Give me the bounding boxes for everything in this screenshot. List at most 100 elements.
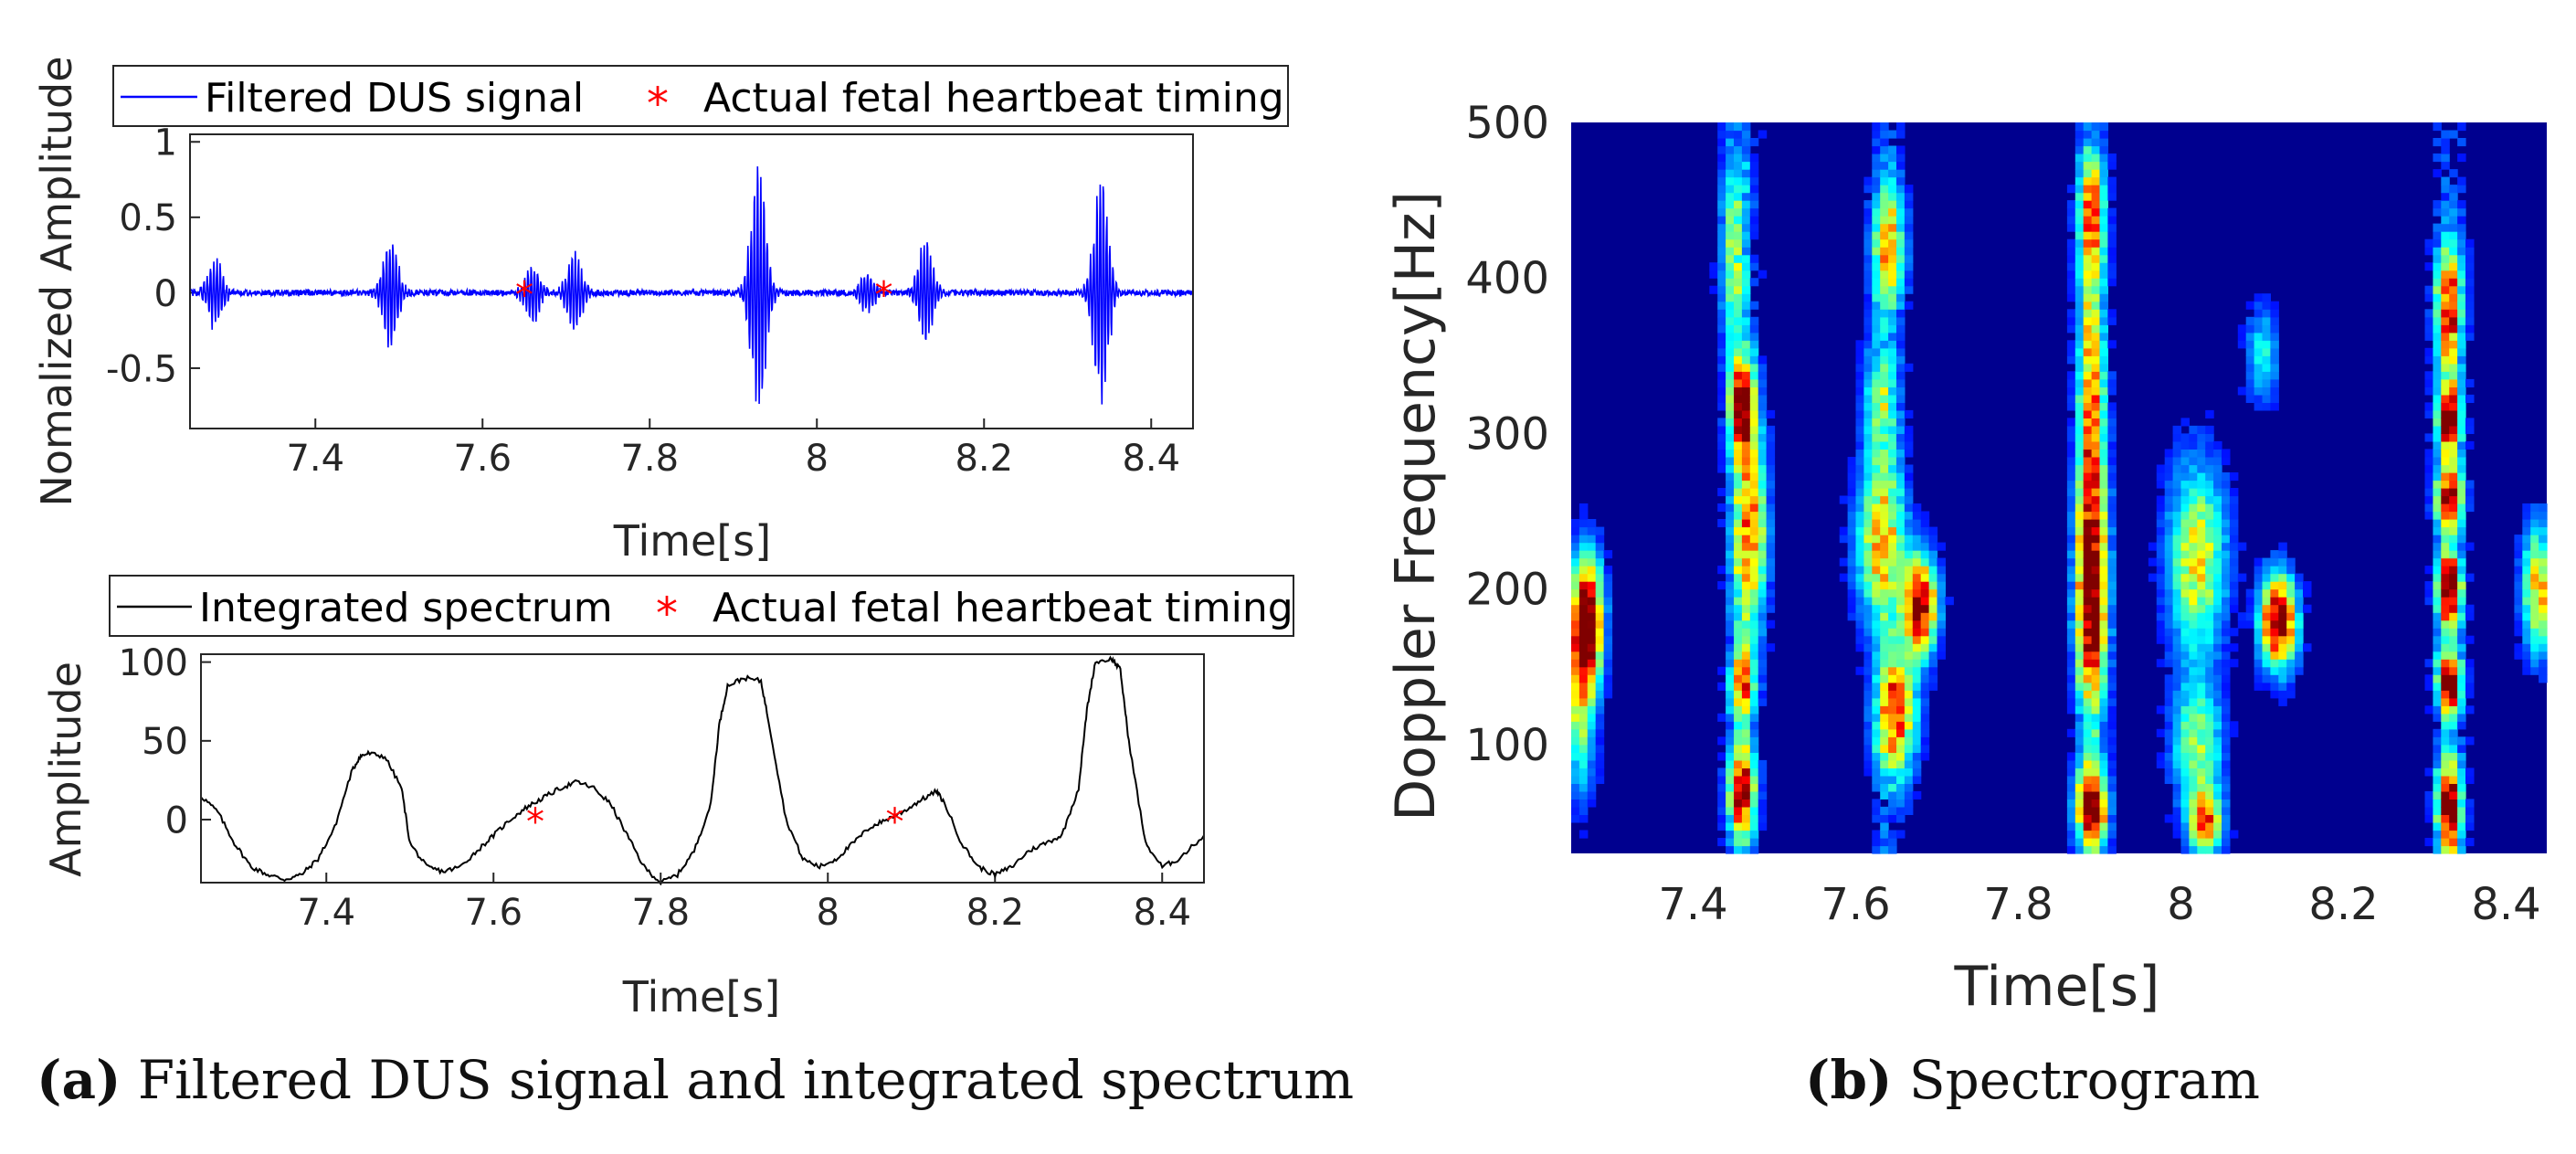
spectrogram-cell bbox=[2441, 425, 2450, 434]
spectrogram-cell bbox=[2180, 744, 2190, 753]
spectrogram-cell bbox=[1587, 666, 1597, 675]
spectrogram-cell bbox=[1880, 588, 1889, 598]
spectrogram-cell bbox=[1872, 355, 1881, 365]
spectrogram-cell bbox=[2099, 783, 2108, 792]
spectrogram-cell bbox=[1734, 736, 1743, 746]
spectrogram-cell bbox=[1734, 799, 1743, 808]
spectrogram-cell bbox=[2205, 806, 2214, 815]
spectrogram-cell bbox=[2465, 659, 2475, 668]
spectrogram-cell bbox=[2172, 682, 2182, 691]
spectrogram-cell bbox=[2180, 535, 2190, 544]
spectrogram-cell bbox=[1741, 799, 1751, 808]
spectrogram-cell bbox=[2295, 659, 2304, 668]
spectrogram-cell bbox=[1880, 542, 1889, 551]
spectrogram-cell bbox=[1571, 604, 1580, 613]
spectrogram-cell bbox=[1578, 768, 1589, 777]
spectrogram-cell bbox=[1880, 347, 1889, 356]
spectrogram-cell bbox=[1880, 216, 1889, 225]
spectrogram-cell bbox=[1766, 588, 1776, 598]
spectrum-plot-area bbox=[201, 654, 1204, 883]
spectrogram-cell bbox=[2441, 480, 2450, 489]
spectrogram-cell bbox=[1749, 557, 1759, 566]
spectrogram-cell bbox=[1896, 752, 1906, 761]
spectrogram-cell bbox=[2449, 495, 2458, 504]
spectrogram-cell bbox=[2099, 402, 2108, 411]
spectrogram-cell bbox=[2222, 838, 2231, 847]
spectrogram-cell bbox=[1896, 705, 1906, 715]
spectrogram-cell bbox=[1603, 581, 1613, 590]
spectrogram-cell bbox=[1855, 635, 1864, 644]
spectrogram-cell bbox=[1888, 705, 1897, 715]
spectrogram-cell bbox=[1880, 806, 1889, 815]
spectrogram-cell bbox=[2107, 309, 2117, 318]
spectrogram-cell bbox=[2514, 612, 2523, 621]
spectrogram-cell bbox=[1717, 713, 1726, 722]
spectrogram-cell bbox=[1888, 324, 1897, 333]
spectrogram-cell bbox=[2180, 557, 2190, 566]
spectrogram-cell bbox=[2465, 775, 2475, 784]
spectrogram-cell bbox=[2107, 247, 2117, 256]
spectrogram-cell bbox=[1717, 161, 1726, 170]
spectrogram-cell bbox=[2245, 332, 2255, 341]
dus-heartbeat-marker: * bbox=[874, 274, 892, 316]
spectrogram-cell bbox=[2424, 285, 2433, 294]
spectrogram-cell bbox=[2075, 440, 2085, 450]
spectrogram-cell bbox=[1726, 402, 1735, 411]
spectrogram-cell bbox=[1888, 347, 1897, 356]
spectrogram-cell bbox=[2180, 651, 2190, 660]
spectrogram-cell bbox=[2099, 628, 2108, 637]
spectrogram-cell bbox=[1749, 371, 1759, 380]
spectrogram-cell bbox=[2075, 324, 2085, 333]
spectrogram-cell bbox=[2197, 581, 2206, 590]
dus-legend-signal-label: Filtered DUS signal bbox=[205, 75, 584, 122]
spectrogram-cell bbox=[2083, 619, 2093, 629]
spectrogram-cell bbox=[1603, 573, 1613, 582]
spectrogram-cell bbox=[1741, 457, 1751, 466]
spectrogram-cell bbox=[2197, 790, 2206, 799]
spectrogram-cell bbox=[2091, 316, 2101, 325]
spectrogram-cell bbox=[1749, 838, 1759, 847]
spectrogram-cell bbox=[1896, 340, 1906, 349]
spectrogram-cell bbox=[2083, 340, 2093, 349]
spectrogram-cell bbox=[1749, 223, 1759, 232]
spectrogram-cell bbox=[2229, 659, 2239, 668]
spectrogram-cell bbox=[2164, 449, 2174, 458]
spectrogram-cell bbox=[1741, 176, 1751, 185]
spectrogram-cell bbox=[1904, 216, 1914, 225]
spectrogram-cell bbox=[2441, 293, 2450, 302]
spectrogram-cell bbox=[1904, 806, 1914, 815]
spectrogram-cell bbox=[2424, 597, 2433, 606]
spectrogram-cell bbox=[1749, 526, 1759, 535]
spectrogram-cell bbox=[2205, 597, 2214, 606]
spectrogram-cell bbox=[1872, 619, 1881, 629]
spectrogram-cell bbox=[2075, 247, 2085, 256]
spectrogram-cell bbox=[2099, 122, 2108, 132]
spectrogram-cell bbox=[2213, 635, 2222, 644]
spectrogram-cell bbox=[1888, 316, 1897, 325]
spectrogram-cell bbox=[1717, 736, 1726, 746]
spectrogram-cell bbox=[2205, 557, 2214, 566]
spectrogram-cell bbox=[2075, 573, 2085, 582]
spectrogram-cell bbox=[1734, 744, 1743, 753]
spectrogram-cell bbox=[1726, 705, 1735, 715]
spectrogram-cell bbox=[1595, 659, 1605, 668]
spectrogram-cell bbox=[2091, 440, 2101, 450]
spectrogram-cell bbox=[2189, 588, 2198, 598]
spectrogram-cell bbox=[2099, 495, 2108, 504]
spectrogram-cell bbox=[1920, 619, 1930, 629]
spectrogram-cell bbox=[1920, 728, 1930, 737]
spectrogram-cell bbox=[2083, 628, 2093, 637]
spectrogram-cell bbox=[2424, 409, 2433, 418]
spectrogram-cell bbox=[2254, 682, 2264, 691]
spectrogram-cell bbox=[1587, 550, 1597, 559]
spectrogram-cell bbox=[1896, 254, 1906, 263]
spectrogram-cell bbox=[2457, 550, 2466, 559]
spectrogram-cell bbox=[1896, 324, 1906, 333]
spectrogram-cell bbox=[2107, 409, 2117, 418]
spectrogram-cell bbox=[1888, 231, 1897, 240]
spectrogram-cell bbox=[2205, 581, 2214, 590]
spectrogram-cell bbox=[2229, 588, 2239, 598]
spectrogram-cell bbox=[1847, 588, 1857, 598]
spectrogram-cell bbox=[1880, 480, 1889, 489]
spectrogram-y-tick-label: 300 bbox=[1465, 408, 1549, 460]
